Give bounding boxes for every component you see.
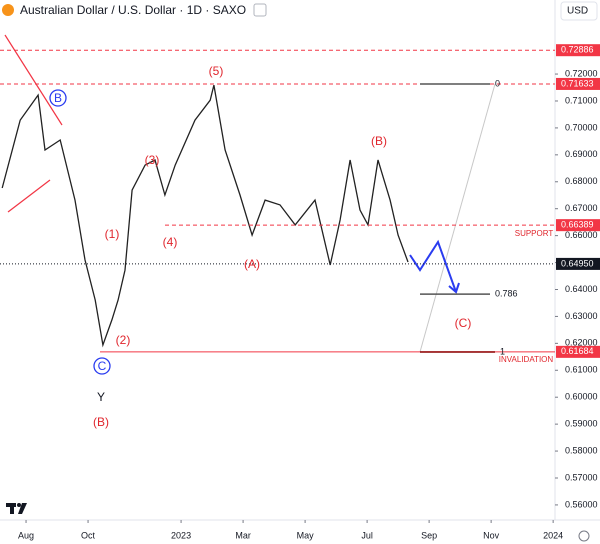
wave-label: B — [54, 91, 62, 105]
projection-arrow — [448, 282, 460, 294]
y-tick-label: 0.68000 — [565, 176, 598, 186]
wave-label: (1) — [105, 227, 120, 241]
price-tag — [556, 44, 600, 57]
y-tick-label: 0.71000 — [565, 95, 598, 105]
y-tick-label: 0.56000 — [565, 499, 598, 509]
x-tick-label: Sep — [421, 530, 437, 540]
trend-line — [7, 179, 51, 213]
price-tag — [556, 257, 600, 270]
y-tick-label: 0.66000 — [565, 230, 598, 240]
wave-label: (3) — [145, 153, 160, 167]
tv-logo — [6, 503, 27, 514]
price-tag — [556, 345, 600, 358]
fib-diagonal — [419, 83, 496, 353]
wave-label: (4) — [163, 235, 178, 249]
price-tag-label: 0.72886 — [561, 45, 594, 55]
y-tick-label: 0.58000 — [565, 445, 598, 455]
currency: USD — [567, 6, 588, 17]
x-tick-label: Oct — [81, 530, 96, 540]
fib-label: 0 — [495, 78, 500, 88]
price-tag-label: 0.61684 — [561, 346, 594, 356]
price-tag — [556, 77, 600, 90]
y-tick-label: 0.72000 — [565, 68, 598, 78]
currency-button[interactable] — [560, 1, 598, 21]
y-tick-label: 0.69000 — [565, 149, 598, 159]
settings-icon[interactable] — [253, 3, 267, 17]
x-tick-label: Nov — [483, 530, 500, 540]
wave-label: C — [98, 359, 107, 373]
wave-label: (B) — [93, 415, 109, 429]
price-tag — [556, 219, 600, 232]
flag-icon — [2, 4, 14, 16]
x-tick-label: May — [297, 530, 315, 540]
wave-label: (A) — [244, 257, 260, 271]
fib-label: 0.786 — [495, 288, 518, 298]
x-tick-label: Mar — [235, 530, 251, 540]
symbol-title: Australian Dollar / U.S. Dollar · 1D · S… — [20, 3, 246, 17]
price-axis-bg — [555, 0, 600, 544]
x-tick-label: Aug — [18, 530, 34, 540]
x-tick-label: 2023 — [171, 530, 191, 540]
price-tag-label: 0.71633 — [561, 78, 594, 88]
y-tick-label: 0.62000 — [565, 338, 598, 348]
wave-label: (5) — [209, 64, 224, 78]
wave-circle — [93, 357, 111, 375]
y-tick-label: 0.59000 — [565, 419, 598, 429]
wave-label: Y — [97, 390, 105, 404]
x-tick-label: Jul — [361, 530, 373, 540]
wave-label: (C) — [455, 316, 472, 330]
y-tick-label: 0.63000 — [565, 311, 598, 321]
settings-button[interactable] — [578, 530, 590, 542]
y-tick-label: 0.60000 — [565, 392, 598, 402]
price-line — [1, 84, 409, 348]
y-tick-label: 0.67000 — [565, 203, 598, 213]
wave-label: INVALIDATION — [499, 355, 554, 364]
projection-path — [409, 239, 457, 293]
wave-label: (B) — [371, 134, 387, 148]
fib-label: 1 — [500, 346, 505, 356]
price-tag-label: 0.64950 — [561, 258, 594, 268]
y-tick-label: 0.61000 — [565, 365, 598, 375]
y-tick-label: 0.64000 — [565, 284, 598, 294]
trend-line — [4, 34, 63, 126]
y-tick-label: 0.57000 — [565, 472, 598, 482]
x-tick-label: 2024 — [543, 530, 563, 540]
price-tag-label: 0.66389 — [561, 220, 594, 230]
wave-label: (2) — [116, 333, 131, 347]
wave-label: SUPPORT — [515, 229, 554, 238]
y-tick-label: 0.70000 — [565, 122, 598, 132]
wave-circle — [49, 89, 67, 107]
